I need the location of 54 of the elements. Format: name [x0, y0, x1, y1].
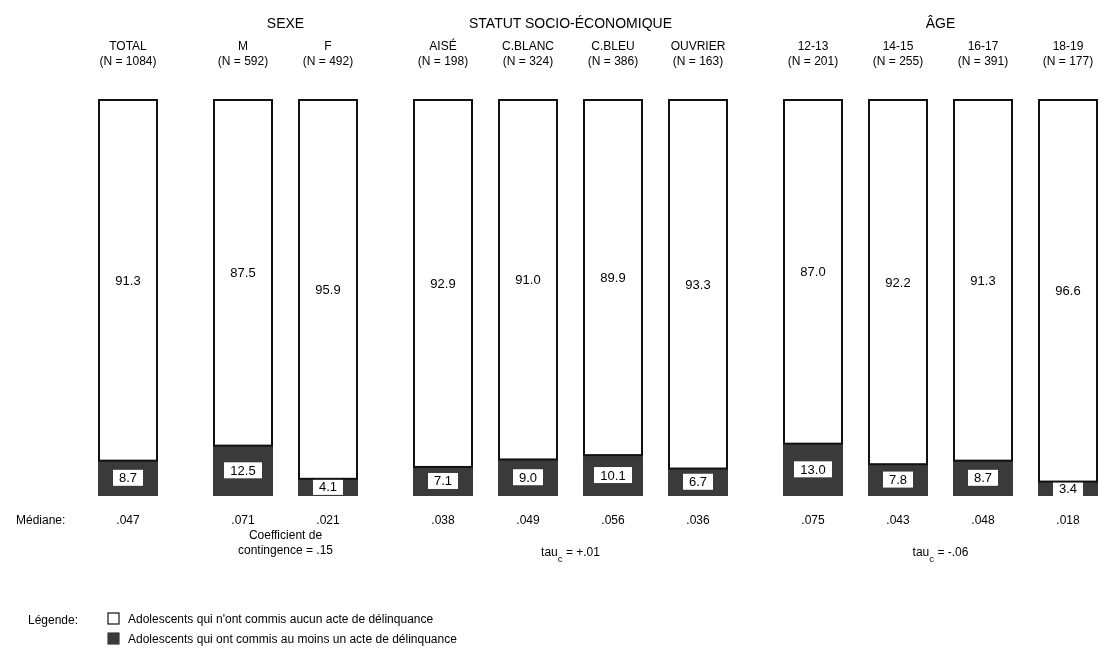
- text: tau$_{c}$ = +.01: [541, 545, 601, 564]
- x-tick-label: TOTAL (N = 1084): [99, 39, 157, 68]
- data-label: 13.0: [800, 461, 826, 477]
- data-label: 93.3: [685, 276, 711, 292]
- text: tau$_{c}$ = -.06: [912, 545, 969, 564]
- data-label: 12.5: [230, 462, 256, 478]
- x-tick-label: C.BLANC (N = 324): [501, 39, 555, 68]
- data-label: 95.9: [315, 281, 341, 297]
- x-tick-label: 18-19 (N = 177): [1042, 39, 1094, 68]
- x-tick-label: 14-15 (N = 255): [872, 39, 924, 68]
- data-label: 4.1: [318, 479, 338, 495]
- data-label: 8.7: [118, 470, 138, 486]
- data-label: 7.8: [888, 472, 908, 488]
- text: .043: [886, 513, 910, 527]
- data-label: 87.5: [230, 265, 256, 281]
- text: .047: [116, 513, 140, 527]
- data-label: 91.3: [970, 272, 996, 288]
- data-label: 7.1: [433, 473, 453, 489]
- text: STATUT SOCIO-ÉCONOMIQUE: [468, 15, 673, 31]
- text: .048: [971, 513, 995, 527]
- x-tick-label: 16-17 (N = 391): [957, 39, 1009, 68]
- text: .018: [1056, 513, 1080, 527]
- text: .036: [686, 513, 710, 527]
- data-label: 8.7: [973, 470, 993, 486]
- legend-label: Adolescents qui n'ont commis aucun acte de délinquance: [128, 612, 434, 626]
- data-label: 3.4: [1058, 480, 1078, 496]
- text: .021: [316, 513, 340, 527]
- data-label: 92.9: [430, 275, 456, 291]
- data-label: 87.0: [800, 264, 826, 280]
- text: Médiane:: [16, 513, 66, 527]
- x-tick-label: AISÉ (N = 198): [417, 38, 469, 68]
- data-label: 10.1: [600, 467, 626, 483]
- text: .056: [601, 513, 625, 527]
- data-label: 91.0: [515, 272, 541, 288]
- text: .075: [801, 513, 825, 527]
- legend-label: Adolescents qui ont commis au moins un acte de délinquance: [128, 632, 458, 646]
- legend-title: Légende:: [28, 613, 79, 627]
- data-label: 91.3: [115, 272, 141, 288]
- text: .049: [516, 513, 540, 527]
- data-label: 92.2: [885, 274, 911, 290]
- x-tick-label: F (N = 492): [302, 39, 354, 68]
- text: ÂGE: [925, 15, 956, 31]
- x-tick-label: M (N = 592): [217, 39, 269, 68]
- text: .038: [431, 513, 455, 527]
- x-tick-label: OUVRIER (N = 163): [670, 39, 726, 68]
- data-label: 9.0: [518, 469, 538, 485]
- text: .071: [231, 513, 255, 527]
- x-tick-label: 12-13 (N = 201): [787, 39, 839, 68]
- x-tick-label: C.BLEU (N = 386): [587, 39, 639, 68]
- text: Coefficient de contingence = .15: [237, 528, 334, 557]
- text: SEXE: [266, 15, 305, 31]
- data-label: 96.6: [1055, 283, 1081, 299]
- data-label: 89.9: [600, 270, 626, 286]
- data-label: 6.7: [688, 474, 708, 490]
